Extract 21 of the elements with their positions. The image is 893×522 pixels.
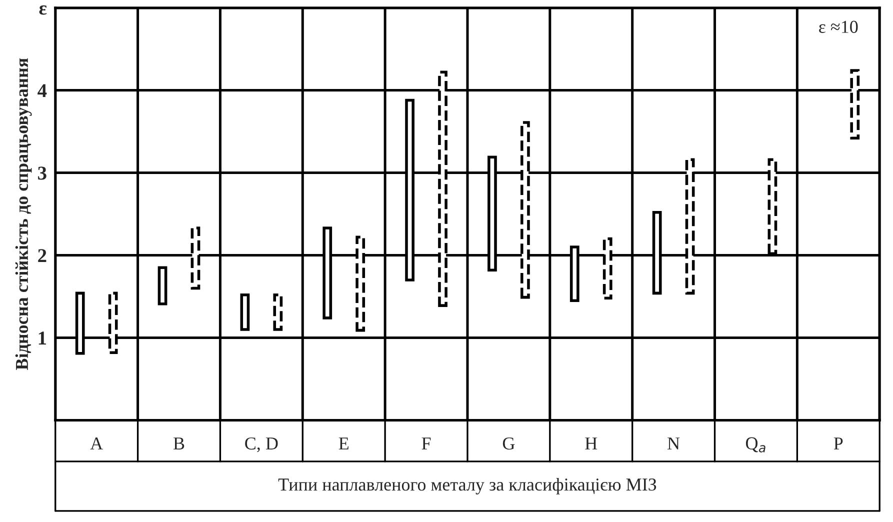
y-tick-label: 2 bbox=[38, 249, 46, 262]
x-tick-label: G bbox=[502, 437, 515, 450]
x-tick-label: P bbox=[834, 438, 843, 450]
x-tick-label: B bbox=[174, 438, 184, 450]
y-tick-label: 1 bbox=[38, 332, 46, 344]
bar bbox=[158, 266, 168, 306]
x-tick-label: H bbox=[585, 438, 598, 450]
y-tick-label: 4 bbox=[38, 84, 47, 98]
bar bbox=[240, 293, 250, 331]
bar bbox=[273, 293, 283, 331]
x-tick-label: F bbox=[422, 438, 431, 450]
x-tick-label: N bbox=[668, 438, 680, 450]
y-axis-title: Відносна стійкість до спрацьовування bbox=[15, 58, 32, 370]
x-tick-label: Q$_{a}$ bbox=[746, 437, 766, 452]
y-tick-label: ε bbox=[39, 5, 47, 15]
x-tick-label: C, D bbox=[245, 437, 278, 452]
x-tick-label: A bbox=[90, 437, 103, 450]
y-tick-label: 3 bbox=[38, 166, 46, 180]
x-tick-label: E bbox=[338, 438, 348, 450]
annotation: ε ≈10 bbox=[819, 20, 858, 33]
x-axis-title: Типи наплавленого металу за класифікацією МІЗ bbox=[278, 478, 656, 494]
